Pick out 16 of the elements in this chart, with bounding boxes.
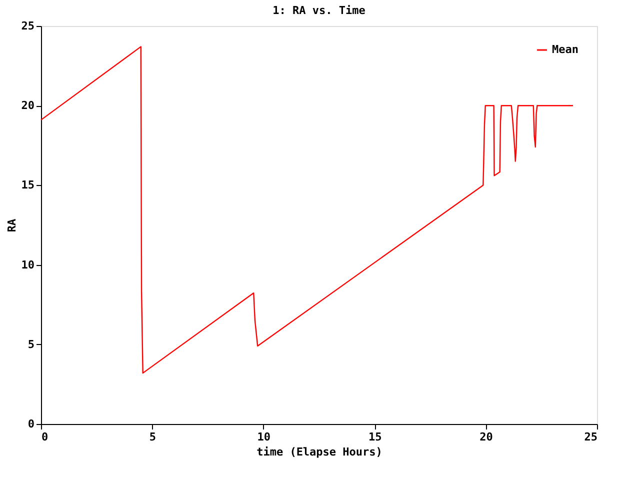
x-tick-label: 5 — [149, 430, 156, 444]
legend-label: Mean — [552, 43, 578, 56]
x-tick-label: 0 — [42, 430, 48, 444]
y-tick-label: 20 — [21, 99, 34, 112]
y-tick-label: 5 — [28, 338, 34, 351]
x-tick-label: 10 — [257, 430, 271, 444]
x-tick-label: 20 — [480, 430, 493, 444]
x-tick-label: 25 — [584, 430, 598, 444]
chart-title: 1: RA vs. Time — [272, 4, 366, 17]
y-tick-label: 10 — [21, 258, 34, 272]
y-tick-label: 25 — [21, 20, 34, 32]
y-axis-title: RA — [5, 218, 18, 232]
y-tick-label: 15 — [21, 178, 34, 192]
y-tick-label: 0 — [28, 418, 34, 430]
x-axis-title: time (Elapse Hours) — [256, 446, 382, 458]
x-tick-label: 15 — [368, 430, 382, 444]
